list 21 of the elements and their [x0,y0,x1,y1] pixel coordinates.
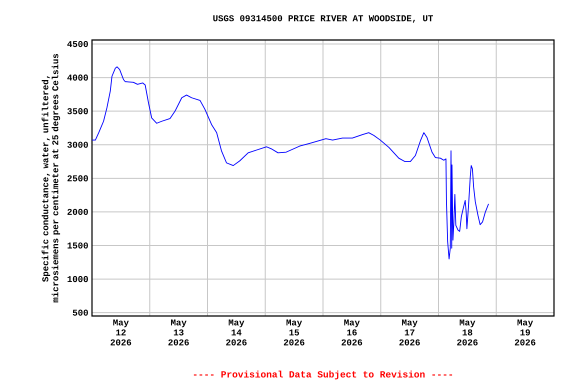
y-tick-label: 4500 [67,40,88,48]
text: ---- Provisional Data Subject to Revision ---- [194,370,452,380]
x-tick-label: May 16 2026 [342,320,362,346]
y-tick-label: 1500 [68,242,88,249]
y-tick-label: 4000 [67,74,88,81]
y-tick-label: 500 [72,310,88,316]
x-tick-label: May 12 2026 [110,320,132,346]
chart-title: USGS 09314500 PRICE RIVER AT WOODSIDE, UT [213,15,433,23]
x-tick-label: May 17 2026 [399,320,420,346]
y-tick-label: 1000 [68,276,88,282]
x-tick-label: May 19 2026 [514,320,536,346]
x-tick-label: May 13 2026 [168,320,189,346]
y-axis-title: Specific conductance, water, unfiltered, microsiemens per centimeter at 25 degrees Celsius [42,54,60,302]
y-tick-label: 2000 [67,208,88,215]
y-tick-label: 3000 [67,142,88,148]
y-tick-label: 3500 [67,108,88,114]
line-series [92,66,489,260]
y-tick-label: 2500 [67,175,88,182]
x-tick-label: May 14 2026 [226,320,247,346]
x-tick-label: May 18 2026 [457,320,478,346]
x-tick-label: May 15 2026 [284,320,304,346]
